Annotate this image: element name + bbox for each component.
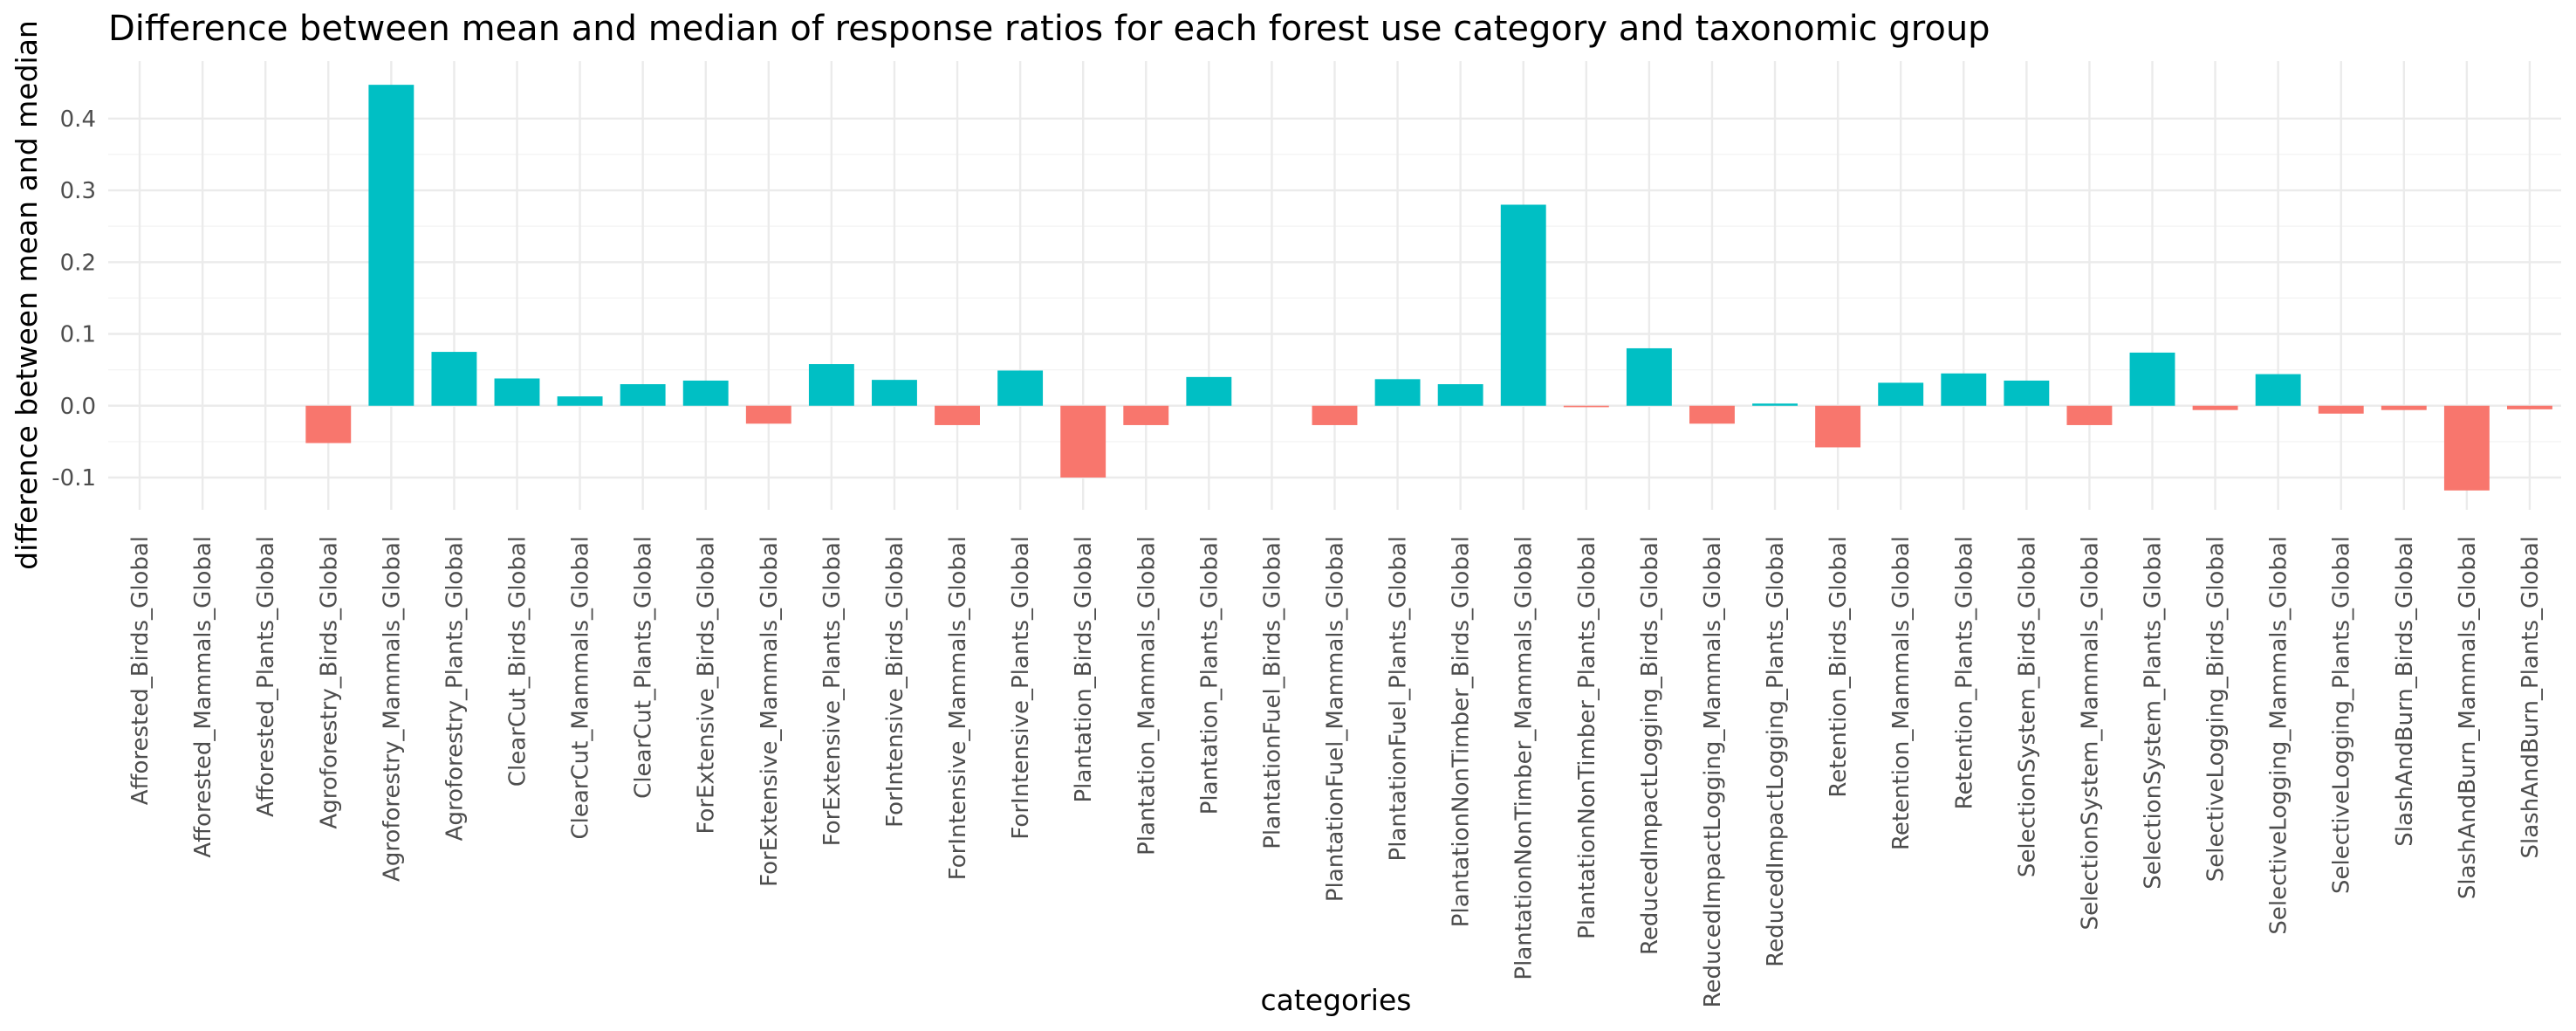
bar-SelectionSystem_Mammals_Global	[2066, 405, 2113, 425]
bar-Plantation_Mammals_Global	[1123, 405, 1169, 425]
bars	[305, 85, 2552, 491]
bar-PlantationNonTimber_Birds_Global	[1437, 384, 1483, 406]
x-tick-label: Afforested_Mammals_Global	[190, 536, 216, 858]
y-tick-label: 0.3	[60, 178, 96, 204]
bar-SlashAndBurn_Birds_Global	[2381, 405, 2427, 410]
bar-SelectiveLogging_Mammals_Global	[2255, 374, 2301, 406]
bar-ReducedImpactLogging_Plants_Global	[1752, 403, 1798, 406]
bar-ClearCut_Mammals_Global	[557, 396, 603, 406]
x-tick-label: Agroforestry_Mammals_Global	[379, 536, 405, 882]
bar-ForExtensive_Birds_Global	[682, 380, 729, 406]
bar-SelectiveLogging_Plants_Global	[2318, 405, 2364, 414]
x-tick-label: Retention_Mammals_Global	[1888, 536, 1915, 850]
bar-Plantation_Birds_Global	[1060, 405, 1106, 478]
gridlines	[108, 61, 2561, 510]
x-tick-label: ReducedImpactLogging_Mammals_Global	[1700, 536, 1726, 1007]
bar-SelectiveLogging_Birds_Global	[2192, 405, 2238, 410]
y-tick-label: 0.4	[60, 107, 96, 133]
x-tick-label: PlantationFuel_Mammals_Global	[1323, 536, 1349, 902]
x-tick-label: ReducedImpactLogging_Birds_Global	[1637, 536, 1663, 955]
x-tick-label: PlantationFuel_Plants_Global	[1386, 536, 1412, 861]
x-tick-label: ForExtensive_Birds_Global	[694, 536, 720, 835]
x-tick-label: Afforested_Plants_Global	[253, 536, 279, 817]
bar-Agroforestry_Plants_Global	[431, 352, 477, 406]
x-tick-label: ClearCut_Birds_Global	[505, 536, 531, 787]
y-tick-label: 0.2	[60, 250, 96, 276]
x-tick-label: SelectiveLogging_Plants_Global	[2329, 536, 2355, 894]
x-tick-label: ForExtensive_Plants_Global	[819, 536, 846, 846]
bar-ForExtensive_Mammals_Global	[745, 405, 791, 424]
bar-Retention_Birds_Global	[1815, 405, 1861, 448]
x-tick-label: SlashAndBurn_Birds_Global	[2392, 536, 2418, 847]
bar-PlantationFuel_Mammals_Global	[1312, 405, 1358, 425]
bar-Agroforestry_Birds_Global	[305, 405, 352, 443]
y-tick-label: -0.1	[51, 465, 96, 491]
x-tick-label: ForExtensive_Mammals_Global	[757, 536, 783, 887]
x-tick-label: SelectionSystem_Plants_Global	[2141, 536, 2167, 890]
bar-ForIntensive_Birds_Global	[872, 380, 917, 406]
x-tick-label: Agroforestry_Birds_Global	[316, 536, 342, 829]
bar-PlantationFuel_Plants_Global	[1374, 379, 1421, 406]
x-tick-label: ForIntensive_Mammals_Global	[945, 536, 971, 880]
bar-Plantation_Plants_Global	[1186, 376, 1232, 406]
bar-ForIntensive_Mammals_Global	[935, 405, 980, 425]
x-tick-label: SelectionSystem_Birds_Global	[2014, 536, 2040, 877]
y-tick-label: 0.0	[60, 394, 96, 420]
x-tick-label: Afforested_Birds_Global	[127, 536, 154, 805]
bar-ClearCut_Birds_Global	[494, 378, 540, 406]
x-tick-label: SelectionSystem_Mammals_Global	[2077, 536, 2103, 930]
bar-ReducedImpactLogging_Birds_Global	[1626, 347, 1672, 406]
y-axis-ticks: -0.1 0.0 0.1 0.2 0.3 0.4	[51, 107, 96, 491]
x-tick-label: Plantation_Plants_Global	[1196, 536, 1223, 814]
x-tick-label: SelectiveLogging_Mammals_Global	[2266, 536, 2292, 935]
bar-ForExtensive_Plants_Global	[808, 364, 854, 406]
bar-Retention_Plants_Global	[1941, 373, 1987, 406]
x-tick-label: Agroforestry_Plants_Global	[442, 536, 468, 841]
x-tick-label: Retention_Birds_Global	[1826, 536, 1852, 798]
bar-ClearCut_Plants_Global	[620, 384, 666, 406]
bar-SelectionSystem_Birds_Global	[2004, 380, 2050, 406]
y-tick-label: 0.1	[60, 322, 96, 348]
bar-Retention_Mammals_Global	[1878, 382, 1924, 406]
x-tick-label: PlantationNonTimber_Birds_Global	[1449, 536, 1475, 927]
y-axis-title: difference between mean and median	[10, 20, 44, 570]
bar-Agroforestry_Mammals_Global	[368, 85, 414, 406]
x-tick-label: SelectiveLogging_Birds_Global	[2203, 536, 2230, 882]
x-tick-label: ReducedImpactLogging_Plants_Global	[1763, 536, 1789, 967]
x-tick-label: ClearCut_Plants_Global	[631, 536, 657, 799]
chart-title: Difference between mean and median of re…	[108, 9, 1990, 49]
x-tick-label: PlantationNonTimber_Plants_Global	[1574, 536, 1600, 939]
x-tick-label: Plantation_Mammals_Global	[1134, 536, 1160, 856]
bar-ForIntensive_Plants_Global	[997, 370, 1044, 406]
bar-PlantationNonTimber_Plants_Global	[1563, 405, 1609, 408]
bar-SlashAndBurn_Plants_Global	[2507, 405, 2552, 409]
x-tick-label: SlashAndBurn_Plants_Global	[2518, 536, 2544, 858]
x-tick-label: ForIntensive_Birds_Global	[882, 536, 908, 828]
x-tick-label: SlashAndBurn_Mammals_Global	[2455, 536, 2481, 899]
x-tick-label: Retention_Plants_Global	[1951, 536, 1977, 809]
bar-ReducedImpactLogging_Mammals_Global	[1689, 405, 1735, 424]
bar-PlantationNonTimber_Mammals_Global	[1500, 204, 1546, 406]
bar-SelectionSystem_Plants_Global	[2129, 352, 2175, 406]
x-tick-label: ClearCut_Mammals_Global	[568, 536, 594, 839]
x-tick-label: Plantation_Birds_Global	[1071, 536, 1097, 803]
x-axis-title: categories	[1261, 983, 1412, 1017]
bar-SlashAndBurn_Mammals_Global	[2443, 405, 2490, 491]
x-tick-label: PlantationFuel_Birds_Global	[1259, 536, 1285, 849]
x-tick-label: PlantationNonTimber_Mammals_Global	[1511, 536, 1538, 980]
x-tick-label: ForIntensive_Plants_Global	[1008, 536, 1034, 840]
x-axis-ticks: Afforested_Birds_Global Afforested_Mammal…	[127, 536, 2544, 1007]
